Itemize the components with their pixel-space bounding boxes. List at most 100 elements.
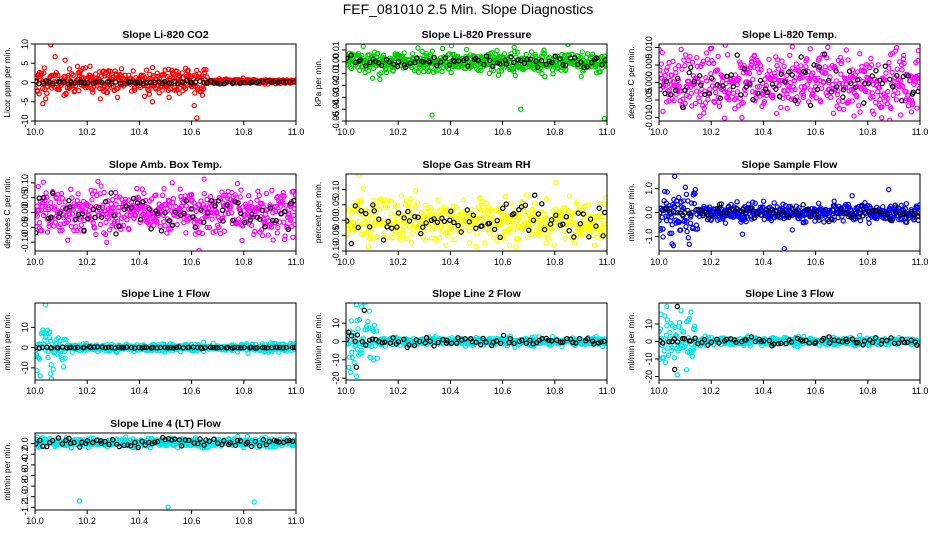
point (346, 335, 351, 341)
point (579, 232, 585, 238)
point (353, 303, 360, 308)
point (84, 202, 91, 209)
point (524, 56, 531, 62)
point (431, 216, 437, 222)
point (870, 93, 876, 100)
point (223, 79, 230, 86)
point (446, 51, 452, 57)
point (35, 183, 42, 190)
point (530, 217, 537, 223)
point (667, 87, 673, 93)
point (241, 219, 248, 226)
point (901, 60, 907, 67)
point (408, 195, 414, 202)
y-tick-label: 0.10 (20, 174, 30, 192)
point (414, 55, 420, 61)
point (383, 69, 390, 76)
point (523, 192, 530, 198)
series-selected (659, 51, 920, 111)
point (352, 203, 358, 209)
x-tick-label: 10.6 (183, 386, 201, 396)
point (739, 231, 746, 237)
point (717, 216, 723, 222)
y-axis-label: Licor ppm per min. (2, 47, 12, 117)
point (703, 74, 709, 81)
point (872, 99, 879, 106)
point (500, 205, 506, 211)
point (602, 57, 607, 63)
point (802, 69, 809, 76)
point (447, 217, 453, 223)
point (43, 210, 49, 216)
point (170, 345, 177, 351)
point (839, 58, 845, 64)
point (500, 233, 506, 240)
point (697, 113, 703, 120)
point (357, 57, 363, 63)
point (183, 198, 189, 204)
point (572, 55, 578, 61)
point (386, 252, 390, 256)
point (40, 179, 47, 185)
point (770, 92, 776, 99)
point (546, 58, 553, 65)
point (869, 73, 875, 79)
point (448, 340, 455, 346)
point (224, 201, 230, 208)
point (829, 216, 835, 223)
x-tick-label: 10.0 (650, 127, 668, 137)
point (61, 79, 67, 85)
point (786, 69, 792, 75)
point (490, 214, 496, 221)
point (381, 230, 387, 237)
point (132, 85, 138, 91)
point (550, 71, 556, 77)
point (178, 203, 185, 210)
point (893, 96, 900, 103)
point (791, 77, 798, 84)
point (503, 61, 510, 67)
point (603, 230, 607, 237)
point (580, 211, 587, 217)
point (35, 355, 42, 361)
point (714, 67, 721, 73)
panel-title: Slope Li-820 CO2 (122, 29, 209, 41)
point (577, 335, 583, 342)
point (478, 342, 484, 348)
point (121, 80, 127, 87)
point (97, 221, 104, 228)
point (601, 201, 607, 207)
point (363, 229, 370, 235)
point (37, 373, 43, 379)
point (63, 206, 69, 212)
point (238, 210, 244, 217)
point (763, 207, 769, 213)
point (154, 219, 160, 225)
point (423, 335, 430, 341)
point (563, 214, 570, 220)
point (365, 244, 372, 250)
point (80, 65, 86, 72)
point (65, 237, 71, 243)
point (734, 52, 740, 58)
point (722, 44, 728, 48)
point (679, 66, 685, 72)
point (346, 354, 353, 360)
x-tick-label: 11.0 (599, 257, 616, 267)
point (774, 213, 781, 219)
point (467, 52, 473, 58)
point (585, 201, 592, 208)
point (684, 218, 690, 224)
point (433, 238, 439, 244)
point (834, 84, 840, 90)
point (728, 72, 735, 78)
point (356, 218, 362, 225)
point (659, 326, 664, 332)
point (390, 335, 396, 341)
x-tick-label: 10.6 (183, 127, 201, 137)
y-tick-label: 10 (331, 318, 341, 328)
point (871, 111, 877, 117)
point (714, 205, 720, 212)
